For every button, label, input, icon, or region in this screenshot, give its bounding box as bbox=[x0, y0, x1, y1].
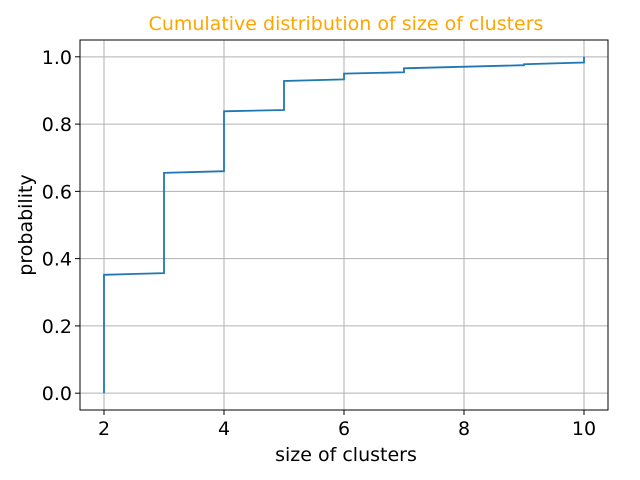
x-tick-label: 10 bbox=[572, 418, 596, 440]
cdf-line bbox=[103, 56, 585, 394]
y-tick-label: 0.4 bbox=[42, 249, 72, 271]
series-layer bbox=[103, 56, 585, 394]
chart-title: Cumulative distribution of size of clust… bbox=[149, 13, 544, 35]
y-tick-label: 0.8 bbox=[42, 114, 72, 136]
y-tick-label: 0.6 bbox=[42, 181, 72, 203]
grid-lines bbox=[80, 40, 608, 410]
x-tick-label: 2 bbox=[98, 418, 110, 440]
x-tick-label: 4 bbox=[218, 418, 230, 440]
y-axis-label: probability bbox=[15, 174, 37, 275]
x-axis-label: size of clusters bbox=[275, 444, 417, 466]
x-tick-label: 6 bbox=[338, 418, 350, 440]
x-tick-label: 8 bbox=[458, 418, 470, 440]
y-tick-label: 1.0 bbox=[42, 47, 72, 69]
y-tick-label: 0.2 bbox=[42, 316, 72, 338]
y-tick-label: 0.0 bbox=[42, 383, 72, 405]
axis-ticks: 2 4 6 8 10 0.0 0.2 0.4 0.6 0.8 1.0 bbox=[42, 47, 596, 440]
